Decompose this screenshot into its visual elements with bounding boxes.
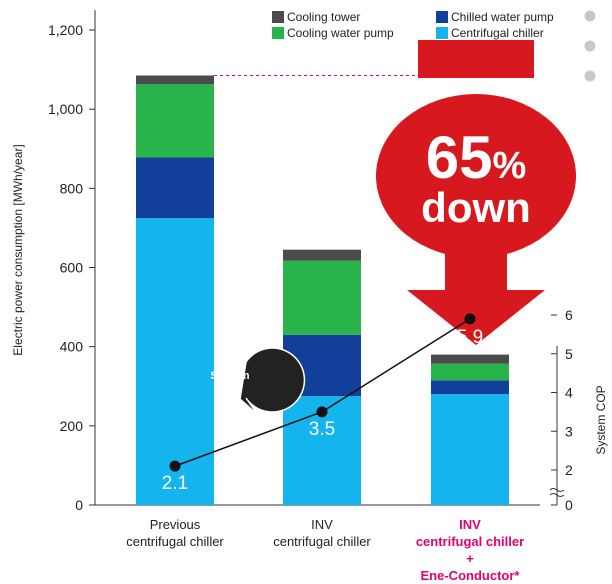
plot-axes: 0 200 400 600 800 1,000 1,200 Electric power co… bbox=[11, 10, 608, 513]
category-label: INV bbox=[311, 517, 333, 532]
system-cop-value: 5.9 bbox=[457, 327, 483, 348]
cop-axis-title: System COP bbox=[594, 385, 608, 454]
bar-segment-chilled-water-pump bbox=[431, 380, 509, 395]
legend-swatch bbox=[436, 11, 448, 23]
cop-tick-label: 2 bbox=[565, 462, 573, 478]
cop-tick-label: 3 bbox=[565, 423, 573, 439]
bar-segment-chilled-water-pump bbox=[136, 157, 214, 219]
system-cop-layer: 2.1 3.5 5.9 System COP bbox=[162, 313, 483, 494]
bar-segment-cooling-tower bbox=[136, 75, 214, 85]
system-cop-point bbox=[316, 406, 328, 418]
legend-entry-label: Centrifugal chiller bbox=[451, 26, 544, 40]
bubble-label-line2: COP bbox=[218, 384, 242, 396]
category-label: Previous bbox=[150, 517, 201, 532]
y-tick-label: 0 bbox=[75, 497, 83, 513]
axis-break-icon bbox=[549, 488, 565, 497]
annotation-layer: 65%down bbox=[214, 40, 576, 345]
category-label: + bbox=[466, 551, 474, 566]
bar-segment-cooling-water-pump bbox=[283, 260, 361, 335]
arrow-shaft-top bbox=[418, 40, 534, 78]
reduction-down-label: down bbox=[421, 184, 531, 231]
bullet-dot-icon bbox=[584, 10, 596, 22]
system-cop-point bbox=[169, 460, 181, 472]
cop-tick-label: 5 bbox=[565, 346, 573, 362]
speech-bubble-icon bbox=[239, 347, 306, 416]
bar-segment-cooling-tower bbox=[283, 249, 361, 261]
y-axis-title: Electric power consumption [MWh/year] bbox=[11, 144, 25, 355]
system-cop-value: 3.5 bbox=[309, 419, 335, 440]
category-labels: Previous centrifugal chiller INV centrifuga… bbox=[126, 517, 524, 583]
category-label: centrifugal chiller bbox=[416, 534, 524, 549]
bar-segment-cooling-water-pump bbox=[431, 363, 509, 381]
y-tick-label: 400 bbox=[60, 339, 84, 355]
y-tick-label: 1,200 bbox=[48, 22, 83, 38]
bar-segment-cooling-water-pump bbox=[136, 84, 214, 158]
category-label: Ene-Conductor* bbox=[421, 568, 521, 583]
legend-swatch bbox=[272, 27, 284, 39]
bar-segment-centrifugal-chiller bbox=[431, 394, 509, 505]
cop-tick-label: 6 bbox=[565, 307, 573, 323]
y-tick-label: 1,000 bbox=[48, 101, 83, 117]
category-label: centrifugal chiller bbox=[126, 534, 224, 549]
legend-entry-label: Chilled water pump bbox=[451, 10, 554, 24]
category-label: centrifugal chiller bbox=[273, 534, 371, 549]
legend-entry-label: Cooling tower bbox=[287, 10, 360, 24]
reduction-percent-label: 65% bbox=[426, 124, 527, 191]
bullet-dot-icon bbox=[584, 70, 596, 82]
cop-tick-label: 4 bbox=[565, 385, 573, 401]
decoration-layer bbox=[584, 10, 596, 82]
y-tick-label: 200 bbox=[60, 418, 84, 434]
category-label: INV bbox=[459, 517, 481, 532]
legend-swatch bbox=[436, 27, 448, 39]
legend: Cooling tower Chilled water pump Cooling w… bbox=[272, 10, 554, 40]
bubble-label-line1: System bbox=[210, 370, 249, 382]
cop-tick-label: 0 bbox=[565, 497, 573, 513]
callout-ellipse bbox=[376, 94, 576, 258]
legend-swatch bbox=[272, 11, 284, 23]
bar-segment-cooling-tower bbox=[431, 354, 509, 364]
system-cop-point bbox=[464, 313, 476, 325]
legend-entry-label: Cooling water pump bbox=[287, 26, 394, 40]
y-tick-label: 800 bbox=[60, 180, 84, 196]
bullet-dot-icon bbox=[584, 40, 596, 52]
y-tick-label: 600 bbox=[60, 260, 84, 276]
system-cop-value: 2.1 bbox=[162, 473, 188, 494]
